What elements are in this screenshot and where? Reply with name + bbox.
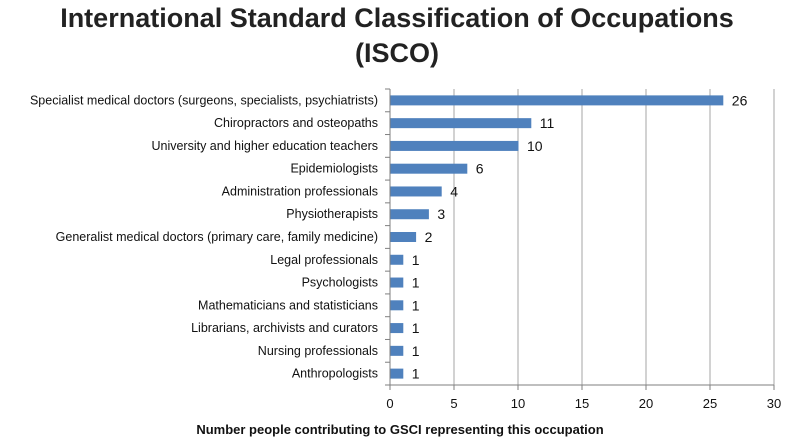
bar (390, 95, 724, 106)
bar (390, 277, 404, 288)
data-label: 1 (412, 297, 420, 313)
bar (390, 254, 404, 265)
category-label: Legal professionals (270, 253, 378, 267)
data-label: 1 (412, 275, 420, 291)
category-label: University and higher education teachers (151, 139, 378, 153)
data-label: 2 (425, 229, 433, 245)
data-label: 1 (412, 343, 420, 359)
x-tick-label: 0 (386, 396, 393, 411)
category-label: Physiotherapists (286, 207, 378, 221)
bar (390, 232, 417, 242)
data-label: 10 (527, 138, 543, 154)
data-label: 1 (412, 252, 420, 268)
category-label: Psychologists (302, 276, 378, 290)
bar (390, 140, 519, 151)
bar (390, 209, 429, 220)
category-label: Administration professionals (222, 184, 378, 198)
category-label: Anthropologists (292, 367, 378, 381)
bar (390, 345, 404, 356)
x-tick-label: 15 (575, 396, 589, 411)
bar (390, 323, 404, 334)
data-label: 6 (476, 161, 484, 177)
bar (390, 163, 468, 174)
category-label: Librarians, archivists and curators (191, 321, 378, 335)
data-label: 11 (540, 115, 555, 131)
chart-title-line-1: International Standard Classification of… (60, 3, 734, 33)
category-label: Generalist medical doctors (primary care… (56, 230, 378, 244)
data-label: 4 (450, 183, 458, 199)
gridlines (385, 88, 775, 390)
x-tick-label: 10 (511, 396, 525, 411)
category-label: Mathematicians and statisticians (198, 298, 378, 312)
bar (390, 368, 404, 379)
category-label: Chiropractors and osteopaths (214, 116, 378, 130)
category-label: Epidemiologists (290, 162, 378, 176)
x-tick-label: 30 (767, 396, 781, 411)
chart-title-line-2: (ISCO) (355, 38, 439, 68)
category-label: Specialist medical doctors (surgeons, sp… (30, 93, 378, 107)
bar (390, 118, 532, 129)
data-label: 1 (412, 320, 420, 336)
bar (390, 186, 442, 197)
bar (390, 300, 404, 311)
category-label: Nursing professionals (258, 344, 378, 358)
x-tick-label: 5 (450, 396, 457, 411)
x-tick-label: 25 (703, 396, 717, 411)
data-label: 1 (412, 366, 420, 382)
x-axis-label: Number people contributing to GSCI repre… (196, 422, 603, 437)
data-label: 3 (437, 206, 445, 222)
x-tick-label: 20 (639, 396, 653, 411)
data-label: 26 (732, 92, 748, 108)
x-axis-ticks: 0 5 10 15 20 25 30 (386, 396, 781, 411)
category-labels: Specialist medical doctors (surgeons, sp… (30, 93, 378, 380)
bars (390, 95, 724, 379)
